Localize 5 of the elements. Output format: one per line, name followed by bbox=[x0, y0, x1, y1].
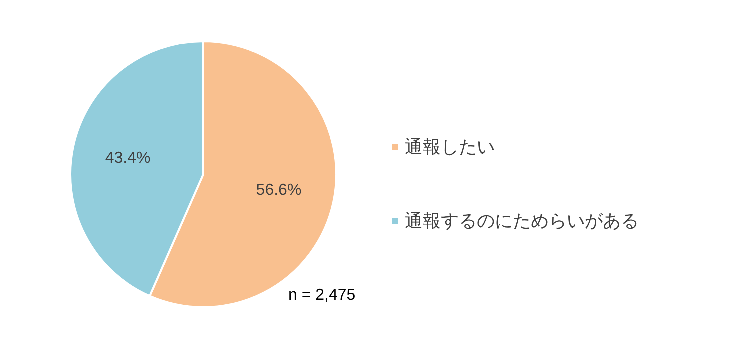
legend-label: 通報したい bbox=[405, 136, 495, 159]
text: n = 2,475 bbox=[288, 287, 356, 304]
legend-label: 通報するのにためらいがある bbox=[405, 210, 639, 233]
data-label: 43.4% bbox=[105, 150, 151, 168]
data-label: 56.6% bbox=[256, 182, 302, 199]
